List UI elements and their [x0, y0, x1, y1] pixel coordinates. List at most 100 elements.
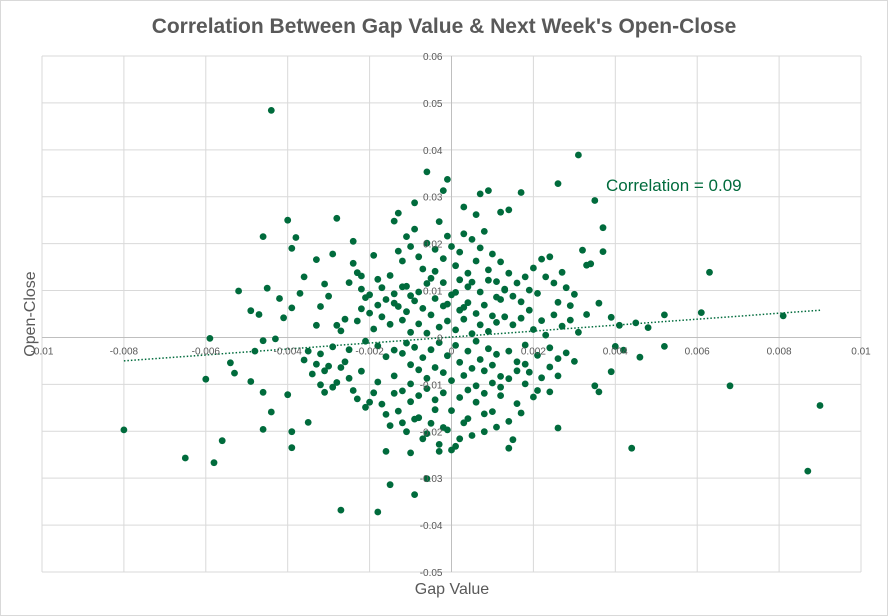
data-point: [779, 312, 787, 320]
data-point: [525, 368, 533, 376]
data-point: [489, 361, 496, 369]
data-point: [366, 309, 373, 317]
data-point: [288, 304, 296, 312]
data-point: [554, 355, 562, 362]
data-point: [456, 248, 464, 256]
data-point: [530, 326, 537, 333]
data-point: [394, 247, 402, 255]
y-tick-label: 0.01: [423, 287, 443, 298]
data-point: [546, 344, 554, 352]
data-point: [456, 435, 464, 443]
data-point: [308, 370, 316, 378]
data-point: [468, 236, 476, 243]
data-point: [616, 321, 623, 329]
data-point: [550, 311, 558, 319]
data-point: [374, 301, 382, 309]
data-point: [448, 243, 455, 250]
trendline-path: [123, 309, 821, 362]
data-point: [362, 403, 369, 411]
data-point: [439, 389, 447, 397]
data-point: [317, 350, 324, 358]
data-point: [444, 232, 451, 240]
data-point: [419, 265, 427, 273]
data-point: [288, 444, 296, 452]
data-point: [255, 311, 263, 318]
data-point: [427, 346, 435, 354]
data-point: [562, 284, 570, 292]
data-point: [562, 349, 570, 357]
data-point: [525, 286, 533, 294]
y-tick-label: 0.05: [423, 99, 443, 110]
data-point: [399, 350, 406, 357]
data-point: [566, 302, 574, 309]
data-point: [460, 203, 468, 211]
data-point: [300, 273, 308, 281]
data-point: [247, 378, 255, 385]
data-point: [530, 264, 537, 272]
data-point: [550, 279, 558, 287]
x-tick-label: -0.01: [31, 346, 54, 357]
data-point: [390, 290, 398, 298]
data-point: [423, 168, 431, 176]
data-point: [276, 295, 283, 302]
data-point: [399, 257, 406, 265]
data-point: [571, 290, 578, 298]
data-point: [591, 382, 599, 390]
x-tick-labels: -0.01 -0.008 -0.006 -0.004 -0.002 0 0.002 0.004…: [31, 346, 872, 357]
data-point: [632, 319, 640, 327]
data-point: [485, 276, 492, 284]
data-point: [431, 245, 439, 253]
x-tick-label: -0.004: [274, 346, 303, 357]
data-point: [804, 467, 812, 475]
data-point: [505, 347, 513, 355]
data-point: [448, 407, 455, 414]
data-point: [480, 428, 488, 436]
data-point: [366, 291, 373, 299]
data-point: [210, 459, 218, 467]
data-point: [480, 301, 488, 309]
data-point: [636, 353, 644, 361]
data-point: [284, 216, 292, 224]
data-point: [468, 432, 476, 439]
data-point: [439, 255, 447, 262]
data-point: [448, 377, 455, 384]
data-point: [464, 269, 472, 277]
data-point: [439, 279, 447, 286]
data-point: [517, 298, 525, 306]
data-point: [390, 389, 398, 397]
data-point: [374, 378, 382, 386]
data-point: [480, 410, 488, 418]
data-point: [464, 415, 472, 422]
data-point: [313, 321, 320, 329]
data-point: [485, 187, 492, 195]
data-point: [472, 398, 480, 406]
data-point: [472, 337, 480, 345]
data-point: [706, 268, 713, 276]
data-point: [497, 208, 504, 216]
data-point: [644, 324, 652, 331]
data-point: [435, 441, 443, 448]
data-point: [480, 389, 488, 397]
data-point: [542, 331, 550, 339]
data-point: [558, 322, 566, 330]
data-point: [370, 252, 378, 259]
data-point: [534, 290, 541, 297]
data-point: [284, 391, 292, 399]
data-point: [452, 262, 459, 270]
data-point: [726, 382, 734, 390]
data-point: [403, 233, 410, 241]
data-point: [566, 316, 574, 324]
data-point: [513, 279, 521, 287]
data-point: [370, 389, 378, 397]
data-point: [513, 358, 521, 366]
data-point: [444, 300, 451, 308]
data-point: [333, 214, 341, 222]
data-point: [607, 368, 615, 376]
data-point: [329, 250, 337, 258]
data-point: [509, 292, 517, 300]
data-point: [267, 408, 275, 416]
data-point: [517, 409, 525, 417]
data-point: [202, 375, 210, 383]
data-point: [259, 426, 267, 433]
data-point: [460, 372, 468, 379]
